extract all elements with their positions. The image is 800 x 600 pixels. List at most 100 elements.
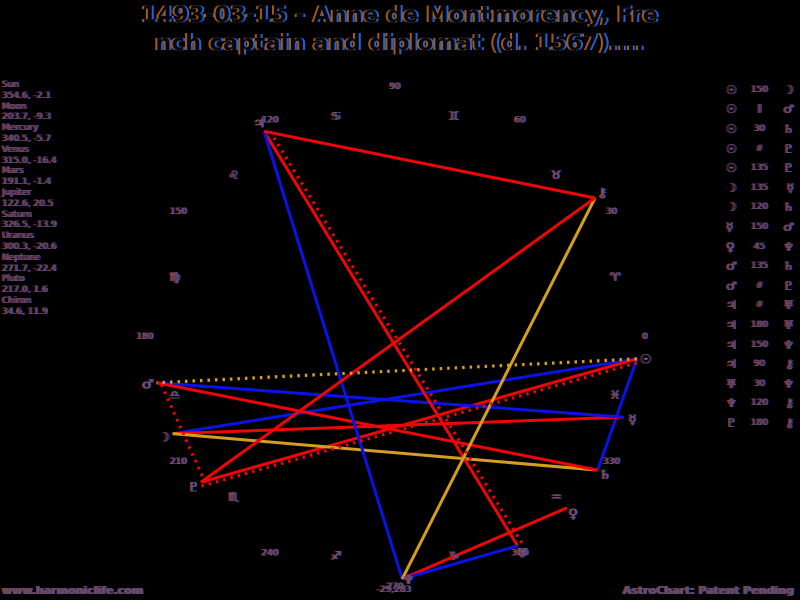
aspect-angle: 180 (750, 417, 769, 428)
ephemeris-panel: Sun 354.6, -2.1 Moon 203.7, -9.3 Mercury 340.… (2, 80, 57, 318)
ephemeris-planet-name: Chiron (2, 295, 32, 306)
zodiac-sign-glyph: ♍ (169, 270, 180, 284)
aspect-row: ☉ ∥ ♂ (726, 100, 794, 120)
zodiac-sign-glyph: ♈ (610, 270, 621, 284)
ephemeris-planet-value: 354.6, -2.1 (2, 90, 52, 101)
planet-glyph-saturn: ♄ (599, 468, 611, 483)
degree-tick-label: 330 (603, 457, 620, 467)
aspect-table: ☉ 150 ☽ ☉ ∥ ♂ ☉ 30 ♄ ☉ # ♇ ☉ 135 ♇ ☽ 135 ☿ ☽ 120 ♄ ☿ 150 ♂ ♀ 45 ♆ ♂… (726, 80, 794, 433)
aspect-planet1-glyph: ♂ (726, 259, 737, 274)
degree-tick-label: 60 (514, 115, 526, 125)
aspect-angle: 90 (753, 359, 766, 370)
aspect-angle: 135 (750, 261, 769, 272)
aspect-planet2-glyph: ♅ (783, 317, 794, 332)
planet-glyph-jupiter: ♃ (253, 117, 265, 132)
aspect-row: ♃ # ♅ (726, 296, 794, 316)
aspect-angle: 180 (750, 319, 769, 330)
degree-tick-label: 240 (261, 549, 278, 559)
planet-glyph-venus: ♀ (568, 507, 578, 522)
aspect-angle: 150 (750, 339, 769, 350)
aspect-row: ♃ 180 ♅ (726, 315, 794, 335)
aspect-planet1-glyph: ♀ (726, 239, 735, 254)
aspect-planet1-glyph: ☉ (726, 82, 737, 97)
aspect-row: ☽ 120 ♄ (726, 198, 794, 218)
aspect-line (156, 381, 598, 472)
aspect-line (200, 196, 596, 484)
planet-glyph-mars: ♂ (142, 378, 154, 393)
zodiac-sign-glyph: ♉ (551, 168, 562, 182)
zodiac-sign-glyph: ♋ (331, 109, 342, 123)
aspect-line (401, 506, 568, 581)
aspect-line (156, 357, 638, 385)
aspect-planet2-glyph: ♄ (783, 200, 794, 215)
zodiac-sign-glyph: ♓ (610, 388, 621, 402)
zodiac-sign-glyph: ♊ (449, 109, 460, 123)
site-link[interactable]: www.harmoniclife.com (2, 584, 144, 597)
chart-title: 1493-03-15 - Anne de Montmorency, Fre nc… (0, 2, 800, 58)
aspect-planet1-glyph: ♅ (726, 376, 737, 391)
aspect-planet1-glyph: ☿ (726, 219, 734, 234)
aspect-planet2-glyph: ♇ (783, 141, 794, 156)
aspect-line (172, 357, 638, 436)
aspect-row: ♂ 135 ♄ (726, 256, 794, 276)
aspect-angle: 150 (750, 84, 769, 95)
aspect-row: ♀ 45 ♆ (726, 237, 794, 257)
aspect-row: ♇ 180 ⚷ (726, 413, 794, 433)
degree-tick-label: 30 (606, 207, 618, 217)
planet-glyph-neptune: ♆ (403, 573, 415, 588)
zodiac-sign-glyph: ♒ (551, 490, 562, 504)
aspect-planet2-glyph: ⚷ (785, 357, 794, 372)
aspect-planet2-glyph: ♇ (783, 161, 794, 176)
aspect-angle: # (755, 280, 764, 291)
aspect-planet2-glyph: ♇ (783, 278, 794, 293)
aspect-row: ♆ 120 ⚷ (726, 394, 794, 414)
zodiac-sign-glyph: ♌ (228, 168, 239, 182)
ephemeris-planet-name: Jupiter (2, 187, 32, 198)
ephemeris-planet-name: Pluto (2, 274, 25, 285)
aspect-planet2-glyph: ♆ (783, 337, 794, 352)
aspect-row: ☉ 30 ♄ (726, 119, 794, 139)
aspect-line (156, 381, 625, 419)
aspect-planet2-glyph: ⚷ (785, 396, 794, 411)
planet-glyph-sun: ☉ (640, 353, 652, 368)
aspect-line (172, 415, 625, 436)
aspect-planet2-glyph: ♆ (783, 376, 794, 391)
aspect-planet1-glyph: ☉ (726, 161, 737, 176)
ephemeris-planet-value: 34.6, 11.9 (2, 306, 48, 317)
ephemeris-planet-name: Venus (2, 144, 30, 155)
ephemeris-planet-name: Uranus (2, 231, 34, 242)
ephemeris-planet-value: 122.6, 20.5 (2, 198, 54, 209)
aspect-planet1-glyph: ♂ (726, 278, 737, 293)
ephemeris-planet-value: 300.3, -20.6 (2, 241, 57, 252)
aspect-planet1-glyph: ☽ (726, 180, 737, 195)
ephemeris-planet-name: Moon (2, 101, 27, 112)
aspect-angle: 45 (753, 241, 766, 252)
degree-tick-label: 270 (386, 582, 403, 592)
aspect-planet1-glyph: ♃ (726, 357, 737, 372)
aspect-line (268, 130, 525, 547)
aspect-planet1-glyph: ♃ (726, 317, 737, 332)
aspect-planet1-glyph: ☉ (726, 121, 737, 136)
aspect-angle: # (755, 143, 764, 154)
ephemeris-planet-name: Mars (2, 166, 24, 177)
ephemeris-planet-value: 191.1, -1.4 (2, 177, 52, 188)
aspect-angle: 30 (753, 378, 766, 389)
aspect-planet2-glyph: ⚷ (785, 415, 794, 430)
aspect-line (263, 129, 596, 200)
aspect-planet2-glyph: ♄ (783, 121, 794, 136)
degree-tick-label: 0 (642, 332, 648, 342)
aspect-planet1-glyph: ♆ (726, 396, 737, 411)
aspect-angle: 150 (750, 221, 769, 232)
aspect-line (596, 358, 639, 471)
aspect-row: ♂ # ♇ (726, 276, 794, 296)
aspect-line (172, 432, 598, 472)
ephemeris-planet-value: 315.0, -16.4 (2, 155, 57, 166)
ephemeris-planet-value: 326.5, -13.9 (2, 220, 57, 231)
chart-title-line2: nch captain and diplomat (d. 1567).... (155, 31, 645, 56)
ephemeris-planet-name: Mercury (2, 123, 39, 134)
misc-label: -29,283 (377, 585, 412, 595)
aspect-angle: 120 (750, 202, 769, 213)
zodiac-sign-glyph: ♐ (331, 549, 342, 563)
ephemeris-planet-value: 203.7, -9.3 (2, 112, 52, 123)
